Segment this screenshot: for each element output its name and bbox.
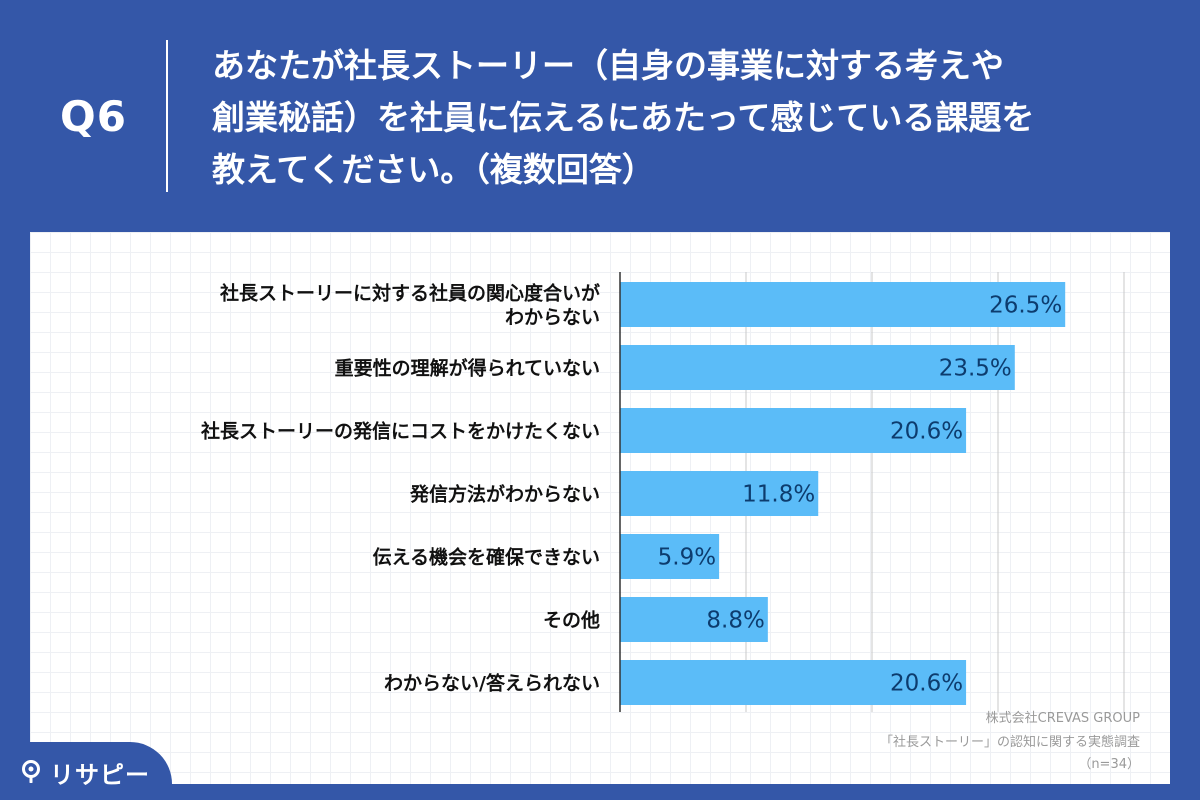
source-note: 「社長ストーリー」の認知に関する実態調査 — [880, 734, 1140, 750]
bar — [620, 660, 967, 705]
bar-value-label: 5.9% — [658, 545, 716, 571]
bar-value-label: 20.6% — [890, 419, 963, 445]
category-label: 重要性の理解が得られていない — [335, 357, 600, 380]
source-note: 株式会社CREVAS GROUP — [986, 710, 1141, 726]
category-label: 伝える機会を確保できない — [373, 546, 600, 569]
category-label: わからない/答えられない — [384, 672, 600, 695]
bar — [620, 597, 768, 642]
category-label: その他 — [543, 609, 600, 632]
question-line-3: 教えてください。（複数回答） — [212, 150, 655, 189]
bar — [620, 282, 1066, 327]
bar-value-label: 26.5% — [989, 293, 1062, 319]
chart-card: 26.5% 社長ストーリーに対する社員の関心度合いが わからない 23.5% 重要性の理… — [30, 232, 1170, 784]
category-label: 社長ストーリーの発信にコストをかけたくない — [200, 420, 600, 443]
bar-value-label: 11.8% — [742, 482, 815, 508]
source-note: （n=34） — [1078, 757, 1140, 772]
question-line-1: あなたが社長ストーリー（自身の事業に対する考えや — [212, 46, 1004, 85]
bar-value-label: 20.6% — [890, 671, 963, 697]
pin-icon — [22, 760, 40, 783]
bar-value-label: 23.5% — [939, 356, 1012, 382]
question-text: あなたが社長ストーリー（自身の事業に対する考えや 創業秘話）を社員に伝えるにあた… — [212, 40, 1172, 196]
category-label: 発信方法がわからない — [409, 483, 600, 506]
bar — [620, 345, 1015, 390]
category-label: わからない — [505, 307, 600, 329]
bar — [620, 471, 819, 516]
question-line-2: 創業秘話）を社員に伝えるにあたって感じている課題を — [212, 98, 1035, 137]
header-divider — [166, 40, 168, 192]
bar — [620, 408, 967, 453]
question-number: Q6 — [60, 92, 127, 141]
bar — [620, 534, 720, 579]
brand-name: リサピー — [50, 761, 150, 789]
question-header: Q6 あなたが社長ストーリー（自身の事業に対する考えや 創業秘話）を社員に伝える… — [0, 0, 1200, 232]
brand-logo: リサピー — [0, 742, 172, 800]
category-label: 社長ストーリーに対する社員の関心度合いが — [219, 282, 600, 305]
bar-value-label: 8.8% — [706, 608, 764, 634]
